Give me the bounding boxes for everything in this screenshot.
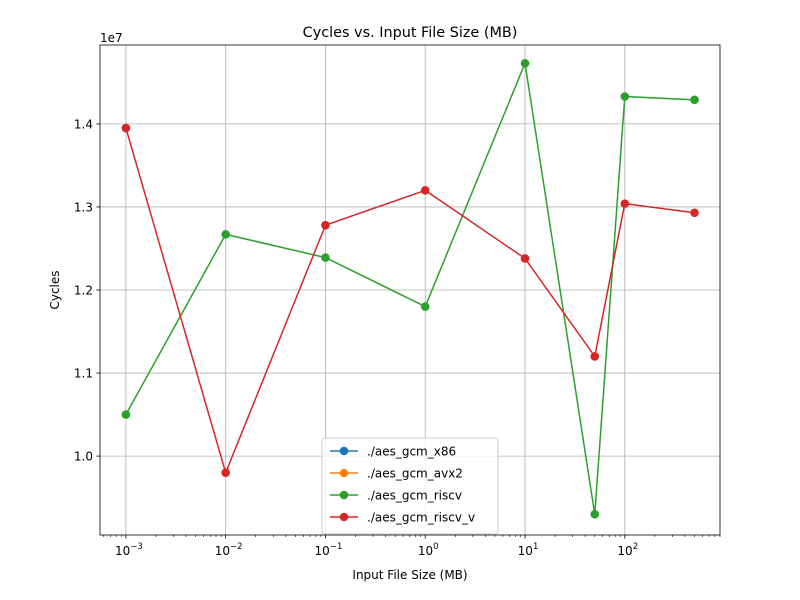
data-point [520, 254, 530, 263]
data-point [420, 186, 430, 195]
data-point [690, 208, 699, 218]
data-point [121, 123, 131, 133]
y-axis: 1.0 1.1 1.2 1.3 1.4 [74, 117, 100, 464]
series-line [125, 127, 695, 476]
data-point [321, 253, 330, 262]
legend-marker [339, 512, 349, 522]
legend-marker [339, 468, 349, 478]
data-point [590, 509, 600, 519]
legend: ./aes_gcm_x86 ./aes_gcm_avx2 ./aes_gcm_ris… [321, 437, 499, 535]
legend-label: ./aes_gcm_avx2 [367, 467, 463, 481]
chart-title: Cycles vs. Input File Size (MB) [303, 25, 518, 41]
data-point [620, 199, 630, 208]
y-tick-label: 1.2 [74, 284, 93, 298]
y-tick-label: 1.4 [74, 117, 93, 131]
data-point [420, 302, 430, 311]
x-tick-label: 10−3 [115, 542, 143, 558]
y-offset-label: 1e7 [100, 31, 123, 45]
legend-label: ./aes_gcm_riscv_v [367, 511, 475, 525]
data-point [590, 352, 600, 361]
y-tick-label: 1.3 [74, 200, 93, 214]
data-point [690, 95, 699, 105]
y-tick-label: 1.1 [74, 367, 93, 381]
x-tick-label: 102 [617, 542, 638, 558]
legend-marker [339, 446, 349, 456]
x-axis-label: Input File Size (MB) [352, 568, 467, 582]
legend-box [321, 437, 499, 535]
data-point [121, 410, 131, 419]
x-tick-label: 100 [418, 542, 439, 558]
data-point [221, 230, 230, 239]
y-tick-label: 1.0 [74, 450, 93, 464]
series-line [125, 60, 695, 515]
x-tick-label: 101 [518, 542, 539, 558]
data-point [620, 92, 630, 101]
x-axis: 10−3 10−2 10−1 100 101 102 [103, 535, 721, 558]
x-tick-label: 10−1 [315, 542, 343, 558]
data-point [520, 58, 530, 68]
y-axis-label: Cycles [48, 270, 62, 309]
series-group [121, 58, 699, 519]
data-point [221, 468, 230, 478]
plot-frame [99, 44, 721, 536]
x-tick-label: 10−2 [215, 542, 243, 558]
legend-label: ./aes_gcm_x86 [367, 445, 456, 459]
data-point [321, 220, 330, 230]
legend-label: ./aes_gcm_riscv [367, 489, 462, 503]
legend-marker [339, 490, 349, 500]
